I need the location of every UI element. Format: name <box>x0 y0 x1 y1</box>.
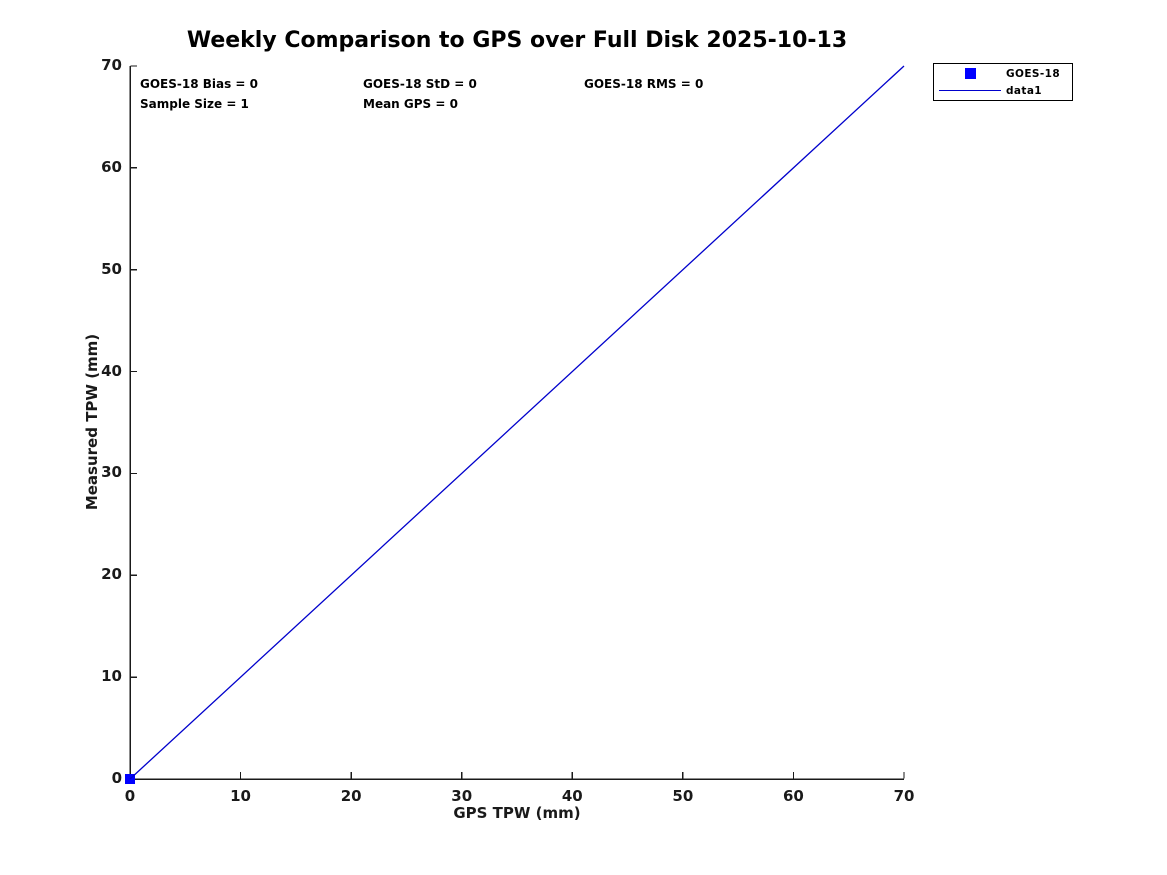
line-sample-icon <box>939 90 1001 91</box>
annotation-sample-size: Sample Size = 1 <box>140 97 249 111</box>
legend-symbol-cell <box>934 68 1006 79</box>
legend-label: GOES-18 <box>1006 67 1061 80</box>
annotation-std: GOES-18 StD = 0 <box>363 77 477 91</box>
legend-entry-goes18: GOES-18 <box>934 65 1072 82</box>
annotation-rms: GOES-18 RMS = 0 <box>584 77 704 91</box>
y-tick-label: 60 <box>101 157 122 176</box>
y-tick-label: 30 <box>101 463 122 482</box>
y-tick-label: 50 <box>101 259 122 278</box>
x-tick-label: 20 <box>340 787 362 805</box>
y-axis-label: Measured TPW (mm) <box>83 333 101 511</box>
y-tick-label: 0 <box>111 769 122 788</box>
x-tick-label: 0 <box>124 787 136 805</box>
x-tick-label: 70 <box>893 787 915 805</box>
identity-line <box>129 65 905 780</box>
chart-title: Weekly Comparison to GPS over Full Disk … <box>186 28 848 53</box>
x-tick-label: 10 <box>230 787 251 805</box>
y-tick-label: 70 <box>101 56 122 75</box>
legend-symbol-cell <box>934 90 1006 91</box>
legend-box: GOES-18 data1 <box>933 63 1073 101</box>
annotation-bias: GOES-18 Bias = 0 <box>140 77 259 91</box>
x-axis-label: GPS TPW (mm) <box>453 804 581 822</box>
legend-label: data1 <box>1006 84 1043 97</box>
y-tick-label: 40 <box>101 361 122 380</box>
x-tick-label: 30 <box>451 787 473 805</box>
x-tick-label: 60 <box>782 787 804 805</box>
x-tick-label: 40 <box>561 787 583 805</box>
annotation-mean-gps: Mean GPS = 0 <box>363 97 458 111</box>
y-tick-label: 10 <box>101 667 122 686</box>
x-tick-label: 50 <box>672 787 694 805</box>
y-tick-label: 20 <box>101 565 122 584</box>
square-marker-icon <box>964 68 976 79</box>
legend-entry-data1: data1 <box>934 82 1072 99</box>
